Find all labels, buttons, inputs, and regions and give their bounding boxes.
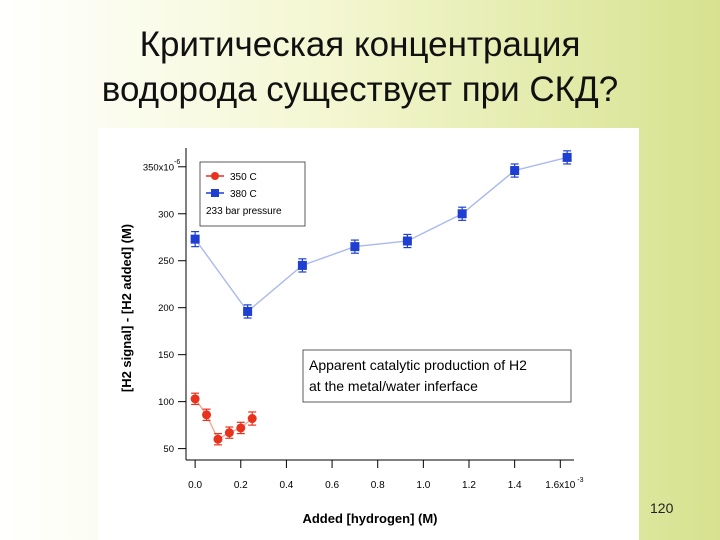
data-point-380	[297, 260, 307, 270]
y-tick-label: 350x10	[143, 162, 174, 173]
legend-note: 233 bar pressure	[206, 206, 282, 217]
y-tick-label: 150	[158, 350, 174, 361]
data-point-380	[243, 306, 253, 316]
data-point-380	[457, 209, 467, 219]
x-tick-label: 0.8	[371, 480, 385, 491]
y-tick-label: 100	[158, 397, 174, 408]
y-tick-label: 300	[158, 209, 174, 220]
data-point-380	[562, 152, 572, 162]
annotation-box	[302, 349, 572, 403]
data-point-350	[224, 428, 234, 438]
page-number: 120	[650, 500, 674, 516]
data-point-380	[190, 234, 200, 244]
data-point-350	[213, 434, 223, 444]
data-point-380	[510, 166, 520, 176]
x-tick-label: 0.0	[188, 480, 202, 491]
chart-svg: 50 100 150 200 250 300 350x10 -6 0.0 0.2 0.4 0.6 0.8…	[119, 148, 584, 526]
y-tick-label: 200	[158, 303, 174, 314]
x-tick-exponent: -3	[577, 477, 583, 484]
x-tick-label: 1.4	[508, 480, 522, 491]
x-tick-label: 1.2	[462, 480, 476, 491]
legend-label-350: 350 C	[230, 172, 257, 183]
title-line-2: водорода существует при СКД?	[101, 70, 619, 109]
y-tick-exponent: -6	[174, 159, 180, 166]
x-tick-label: 0.4	[279, 480, 293, 491]
chart-panel: 50 100 150 200 250 300 350x10 -6 0.0 0.2 0.4 0.6 0.8…	[98, 128, 639, 540]
x-tick-label: 1.0	[416, 480, 430, 491]
series-line	[194, 156, 568, 313]
data-point-380	[402, 236, 412, 246]
x-axis-label: Added [hydrogen] (M)	[302, 511, 437, 526]
data-point-350	[236, 423, 246, 433]
data-point-350	[202, 410, 212, 420]
legend-marker-350	[211, 172, 219, 180]
legend-marker-380	[211, 189, 219, 197]
x-tick-label: 0.6	[325, 480, 339, 491]
data-point-380	[350, 242, 360, 252]
legend-label-380: 380 C	[230, 189, 257, 200]
slide-title: Критическая концентрация водорода сущест…	[0, 22, 720, 112]
annotation-line-2: at the metal/water inferface	[309, 378, 478, 394]
y-tick-label: 50	[163, 444, 174, 455]
y-axis-label: [H2 signal] - [H2 added] (M)	[119, 224, 134, 392]
annotation-line-1: Apparent catalytic production of H2	[309, 357, 527, 373]
y-tick-label: 250	[158, 256, 174, 267]
x-tick-label: 1.6x10	[545, 480, 575, 491]
title-line-1: Критическая концентрация	[139, 25, 581, 64]
data-point-350	[190, 394, 200, 404]
x-tick-label: 0.2	[234, 480, 248, 491]
data-point-350	[247, 414, 257, 424]
